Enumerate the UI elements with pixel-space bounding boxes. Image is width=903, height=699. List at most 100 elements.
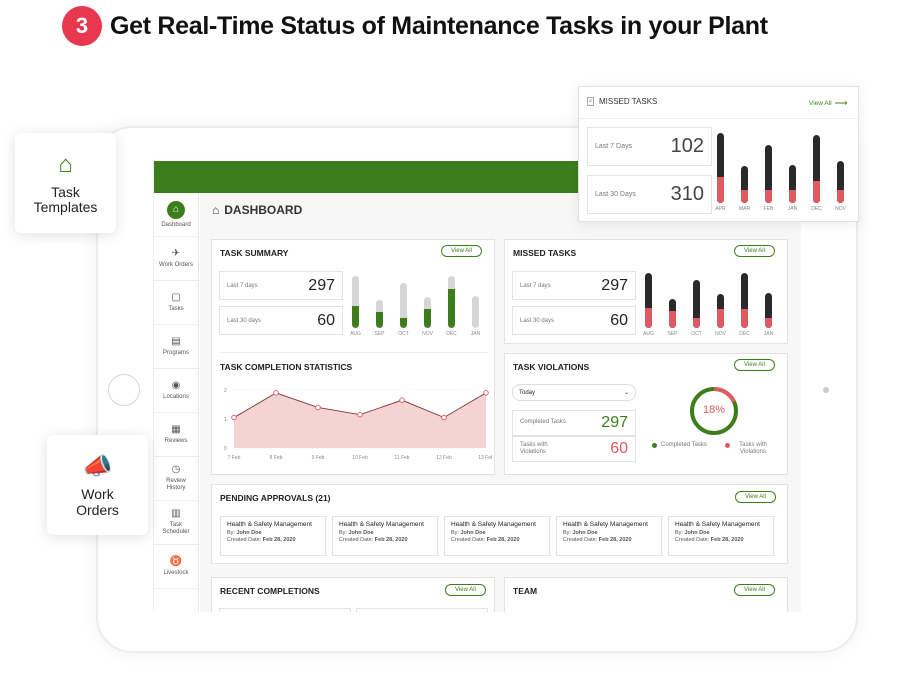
y-tick-label: 0 bbox=[224, 446, 227, 452]
recent-completions-title: RECENT COMPLETIONS bbox=[220, 586, 320, 596]
task-summary-last30: Last 30 days 60 bbox=[219, 306, 343, 335]
stat-label: Tasks with Violations bbox=[520, 441, 548, 455]
approval-date: Created Date: Feb 28, 2020 bbox=[339, 537, 408, 543]
stat-value: 297 bbox=[601, 414, 628, 431]
data-point bbox=[399, 397, 405, 403]
missed-float-bar-chart: APR MAR FEB JAN DEC NOV bbox=[715, 129, 857, 215]
data-point bbox=[315, 404, 321, 411]
task-summary-title: TASK SUMMARY bbox=[220, 248, 289, 258]
x-tick-label: 8 Feb bbox=[270, 455, 283, 461]
violations-with-violations: Tasks with Violations 60 bbox=[512, 436, 636, 462]
bar-dec bbox=[448, 275, 455, 328]
missed-float-title: MISSED TASKS bbox=[599, 97, 658, 106]
x-tick-label: 9 Feb bbox=[312, 455, 325, 461]
sidebar-item-label: Livestock bbox=[163, 569, 189, 576]
stat-value: 297 bbox=[601, 276, 628, 294]
approval-date: Created Date: Feb 28, 2020 bbox=[563, 537, 632, 543]
sidebar-item-dashboard[interactable]: ⌂ Dashboard bbox=[154, 193, 198, 237]
sidebar-item-label: Programs bbox=[162, 349, 189, 356]
approval-by: By: John Doe bbox=[451, 530, 486, 536]
bar-mar bbox=[741, 166, 748, 203]
completion-stats-title: TASK COMPLETION STATISTICS bbox=[220, 362, 353, 372]
pending-approval-item[interactable]: Health & Safety Management By: John Doe Cr… bbox=[444, 516, 550, 556]
bar-label: SEP bbox=[667, 331, 678, 337]
legend-violations: Tasks with Violations bbox=[725, 442, 772, 456]
task-summary-card: TASK SUMMARY View All Last 7 days 297 La… bbox=[211, 239, 495, 475]
bar-feb bbox=[765, 145, 772, 203]
stat-label: Last 7 days bbox=[520, 282, 551, 289]
bar-label: FEB bbox=[763, 206, 774, 212]
approval-title: Health & Safety Management bbox=[675, 521, 760, 528]
violations-completed: Completed Tasks 297 bbox=[512, 410, 636, 436]
missed-last30: Last 30 days 60 bbox=[512, 306, 636, 335]
sidebar-item-tasks[interactable]: ▢ Tasks bbox=[154, 281, 198, 325]
data-point bbox=[357, 411, 363, 418]
pending-approval-item[interactable]: Health & Safety Management By: John Doe Cr… bbox=[332, 516, 438, 556]
stat-label: Last 7 Days bbox=[595, 143, 632, 150]
chevron-down-icon: ⌄ bbox=[623, 390, 629, 396]
stat-label: Last 30 days bbox=[520, 317, 555, 324]
pending-view-all-button[interactable]: View All bbox=[735, 491, 776, 503]
pending-approval-item[interactable]: Health & Safety Management By: John Doe Cr… bbox=[668, 516, 774, 556]
sidebar-item-livestock[interactable]: ♉ Livestock bbox=[154, 545, 198, 589]
bar-aug bbox=[352, 275, 359, 328]
recent-item bbox=[219, 608, 351, 612]
headline-title: Get Real-Time Status of Maintenance Task… bbox=[110, 11, 768, 40]
bar-nov bbox=[424, 297, 431, 328]
pending-approval-item[interactable]: Health & Safety Management By: John Doe Cr… bbox=[556, 516, 662, 556]
view-all-label: View All bbox=[809, 100, 832, 107]
approval-by: By: John Doe bbox=[563, 530, 598, 536]
bar-jan bbox=[789, 164, 796, 203]
bar-label: NOV bbox=[422, 331, 433, 337]
period-select[interactable]: Today ⌄ bbox=[512, 384, 636, 401]
stat-value: 60 bbox=[610, 440, 628, 457]
sidebar-item-task-scheduler[interactable]: ▥ Task Scheduler bbox=[154, 501, 198, 545]
bar-label: DEC bbox=[446, 331, 457, 337]
bar-sep bbox=[669, 299, 676, 328]
sidebar-item-work-orders[interactable]: ✈ Work Orders bbox=[154, 237, 198, 281]
missed-float-last7: Last 7 Days 102 bbox=[587, 127, 712, 166]
team-card: TEAM View All bbox=[504, 577, 788, 612]
megaphone-icon: ✈ bbox=[171, 247, 181, 259]
pending-approvals-title: PENDING APPROVALS (21) bbox=[220, 493, 331, 503]
missed-float-last30: Last 30 Days 310 bbox=[587, 175, 712, 214]
sidebar-item-reviews[interactable]: ▦ Reviews bbox=[154, 413, 198, 457]
bar-label: APR bbox=[715, 206, 726, 212]
home-icon: ⌂ bbox=[167, 200, 185, 219]
home-icon: ⌂ bbox=[58, 150, 73, 178]
pending-approvals-card: PENDING APPROVALS (21) View All Health &… bbox=[211, 484, 788, 564]
stat-value: 297 bbox=[308, 276, 335, 294]
approval-by: By: John Doe bbox=[675, 530, 710, 536]
bar-jan bbox=[765, 293, 772, 328]
sidebar-item-label: Work Orders bbox=[159, 261, 193, 268]
bar-aug bbox=[645, 272, 652, 328]
missed-tasks-title: MISSED TASKS bbox=[513, 248, 577, 258]
recent-view-all-button[interactable]: View All bbox=[445, 584, 486, 596]
tablet-camera bbox=[823, 387, 829, 393]
pending-approval-item[interactable]: Health & Safety Management By: John Doe Cr… bbox=[220, 516, 326, 556]
missed-float-view-all[interactable]: View All ⟶ bbox=[809, 98, 848, 109]
x-tick-label: 7 Feb bbox=[228, 455, 241, 461]
legend-completed: Completed Tasks bbox=[652, 442, 707, 448]
task-summary-bar-chart: AUG SEP OCT NOV DEC JAN bbox=[350, 270, 492, 340]
violations-view-all-button[interactable]: View All bbox=[734, 359, 775, 371]
recent-completions-card: RECENT COMPLETIONS View All bbox=[211, 577, 495, 612]
approval-title: Health & Safety Management bbox=[227, 521, 312, 528]
missed-tasks-view-all-button[interactable]: View All bbox=[734, 245, 775, 257]
violations-title: TASK VIOLATIONS bbox=[513, 362, 590, 372]
sidebar-item-locations[interactable]: ◉ Locations bbox=[154, 369, 198, 413]
sidebar-item-programs[interactable]: ▤ Programs bbox=[154, 325, 198, 369]
team-view-all-button[interactable]: View All bbox=[734, 584, 775, 596]
violations-donut-chart bbox=[690, 387, 738, 435]
data-point bbox=[231, 414, 237, 421]
task-summary-view-all-button[interactable]: View All bbox=[441, 245, 482, 257]
sidebar-item-review-history[interactable]: ◷ Review History bbox=[154, 457, 198, 501]
missed-tasks-bar-chart: AUG SEP OCT NOV DEC JAN bbox=[643, 270, 785, 340]
completion-area-chart: 2 1 07 Feb 8 Feb 9 Feb 10 Feb 11 Feb 12 Feb 13 F… bbox=[224, 388, 492, 461]
bar-label: AUG bbox=[643, 331, 654, 337]
stat-value: 60 bbox=[610, 311, 628, 329]
bar-nov bbox=[837, 160, 844, 203]
legend-completed-label: Completed Tasks bbox=[661, 442, 707, 448]
bar-label: JAN bbox=[787, 206, 798, 212]
approval-title: Health & Safety Management bbox=[563, 521, 648, 528]
